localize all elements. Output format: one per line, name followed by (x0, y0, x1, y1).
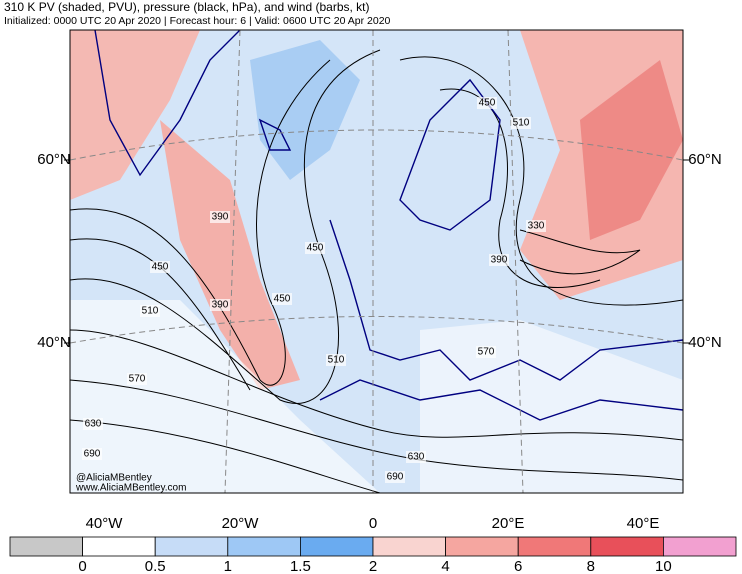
colorbar-label: 8 (587, 558, 595, 574)
contour-label-bg (511, 117, 531, 129)
latitude-label: 60°N (37, 151, 71, 168)
pv-shading (250, 40, 360, 180)
contour-label: 690 (387, 472, 404, 483)
contour-label-bg (127, 373, 147, 385)
contour-label-bg (305, 242, 325, 254)
pv-shading (160, 120, 300, 390)
contour-label: 570 (129, 374, 146, 385)
contour-label: 690 (84, 449, 101, 460)
colorbar-label: 0 (78, 558, 86, 574)
contour-label-bg (210, 299, 230, 311)
contour-label: 390 (491, 255, 508, 266)
pv-shading (420, 320, 683, 493)
contour-label-bg (210, 211, 230, 223)
subtitle: Initialized: 0000 UTC 20 Apr 2020 | Fore… (4, 15, 391, 27)
latitude-label: 40°N (688, 334, 722, 351)
contour-label-bg (140, 305, 160, 317)
pressure-contours (70, 49, 683, 493)
pv-shading (70, 300, 380, 493)
contour-label-bg (526, 220, 546, 232)
colorbar-swatch (663, 536, 737, 557)
colorbar-label: 4 (441, 558, 449, 574)
contour-label: 450 (274, 294, 291, 305)
longitude-label: 40°W (86, 515, 124, 532)
colorbar-label: 1.5 (290, 558, 311, 574)
graticule (70, 30, 683, 493)
contour-label-bg (489, 254, 509, 266)
colorbar-label: 10 (655, 558, 672, 574)
contour-label: 450 (307, 243, 324, 254)
contour-label: 450 (479, 98, 496, 109)
longitude-label: 20°W (222, 515, 260, 532)
contour-label-bg (476, 346, 496, 358)
colorbar-swatch (517, 536, 592, 557)
contour-label: 450 (152, 262, 169, 273)
colorbar-label: 2 (369, 558, 377, 574)
credit: www.AliciaMBentley.com (75, 483, 186, 494)
contour-label: 330 (528, 221, 545, 232)
contour-label-bg (385, 471, 405, 483)
contour-label-bg (150, 261, 170, 273)
latitude-label: 60°N (688, 151, 722, 168)
coastlines (94, 30, 683, 421)
colorbar-swatch (445, 536, 519, 557)
map-frame (69, 29, 684, 494)
contour-label-bg (406, 451, 426, 463)
colorbar-swatch (372, 536, 446, 557)
contour-label: 510 (513, 118, 530, 129)
longitude-label: 20°E (492, 515, 525, 532)
pv-shading (580, 60, 683, 240)
contour-label-bg (272, 293, 292, 305)
contour-labels: 510 450 390 450 390 450 510 450 510 570 630 690 630 6… (82, 97, 546, 483)
colorbar: 0 0.5 1 1.5 2 4 6 8 10 (9, 536, 737, 574)
colorbar-swatch (82, 536, 156, 557)
colorbar-label: 1 (224, 558, 232, 574)
colorbar-swatch (9, 536, 83, 557)
contour-label: 510 (142, 306, 159, 317)
contour-label: 630 (85, 419, 102, 430)
contour-label: 510 (328, 355, 345, 366)
contour-label-bg (326, 354, 346, 366)
colorbar-swatch (154, 536, 229, 557)
contour-label-bg (82, 448, 102, 460)
credit: @AliciaMBentley (76, 473, 152, 484)
contour-label: 390 (212, 212, 229, 223)
map (70, 30, 683, 493)
axis-labels: 60°N 60°N 40°N 40°N 40°W 20°W 0 20°E 40°E (37, 151, 722, 532)
longitude-label: 0 (369, 515, 377, 532)
contour-label: 630 (408, 452, 425, 463)
colorbar-label: 0.5 (145, 558, 166, 574)
colorbar-swatch (299, 536, 374, 557)
longitude-label: 40°E (627, 515, 660, 532)
contour-label: 570 (478, 347, 495, 358)
colorbar-swatch (590, 536, 664, 557)
colorbar-swatch (227, 536, 301, 557)
contour-label-bg (83, 418, 103, 430)
contour-label: 390 (212, 300, 229, 311)
title: 310 K PV (shaded, PVU), pressure (black,… (4, 0, 370, 14)
contour-label-bg (477, 97, 497, 109)
colorbar-label: 6 (514, 558, 522, 574)
latitude-label: 40°N (37, 334, 71, 351)
